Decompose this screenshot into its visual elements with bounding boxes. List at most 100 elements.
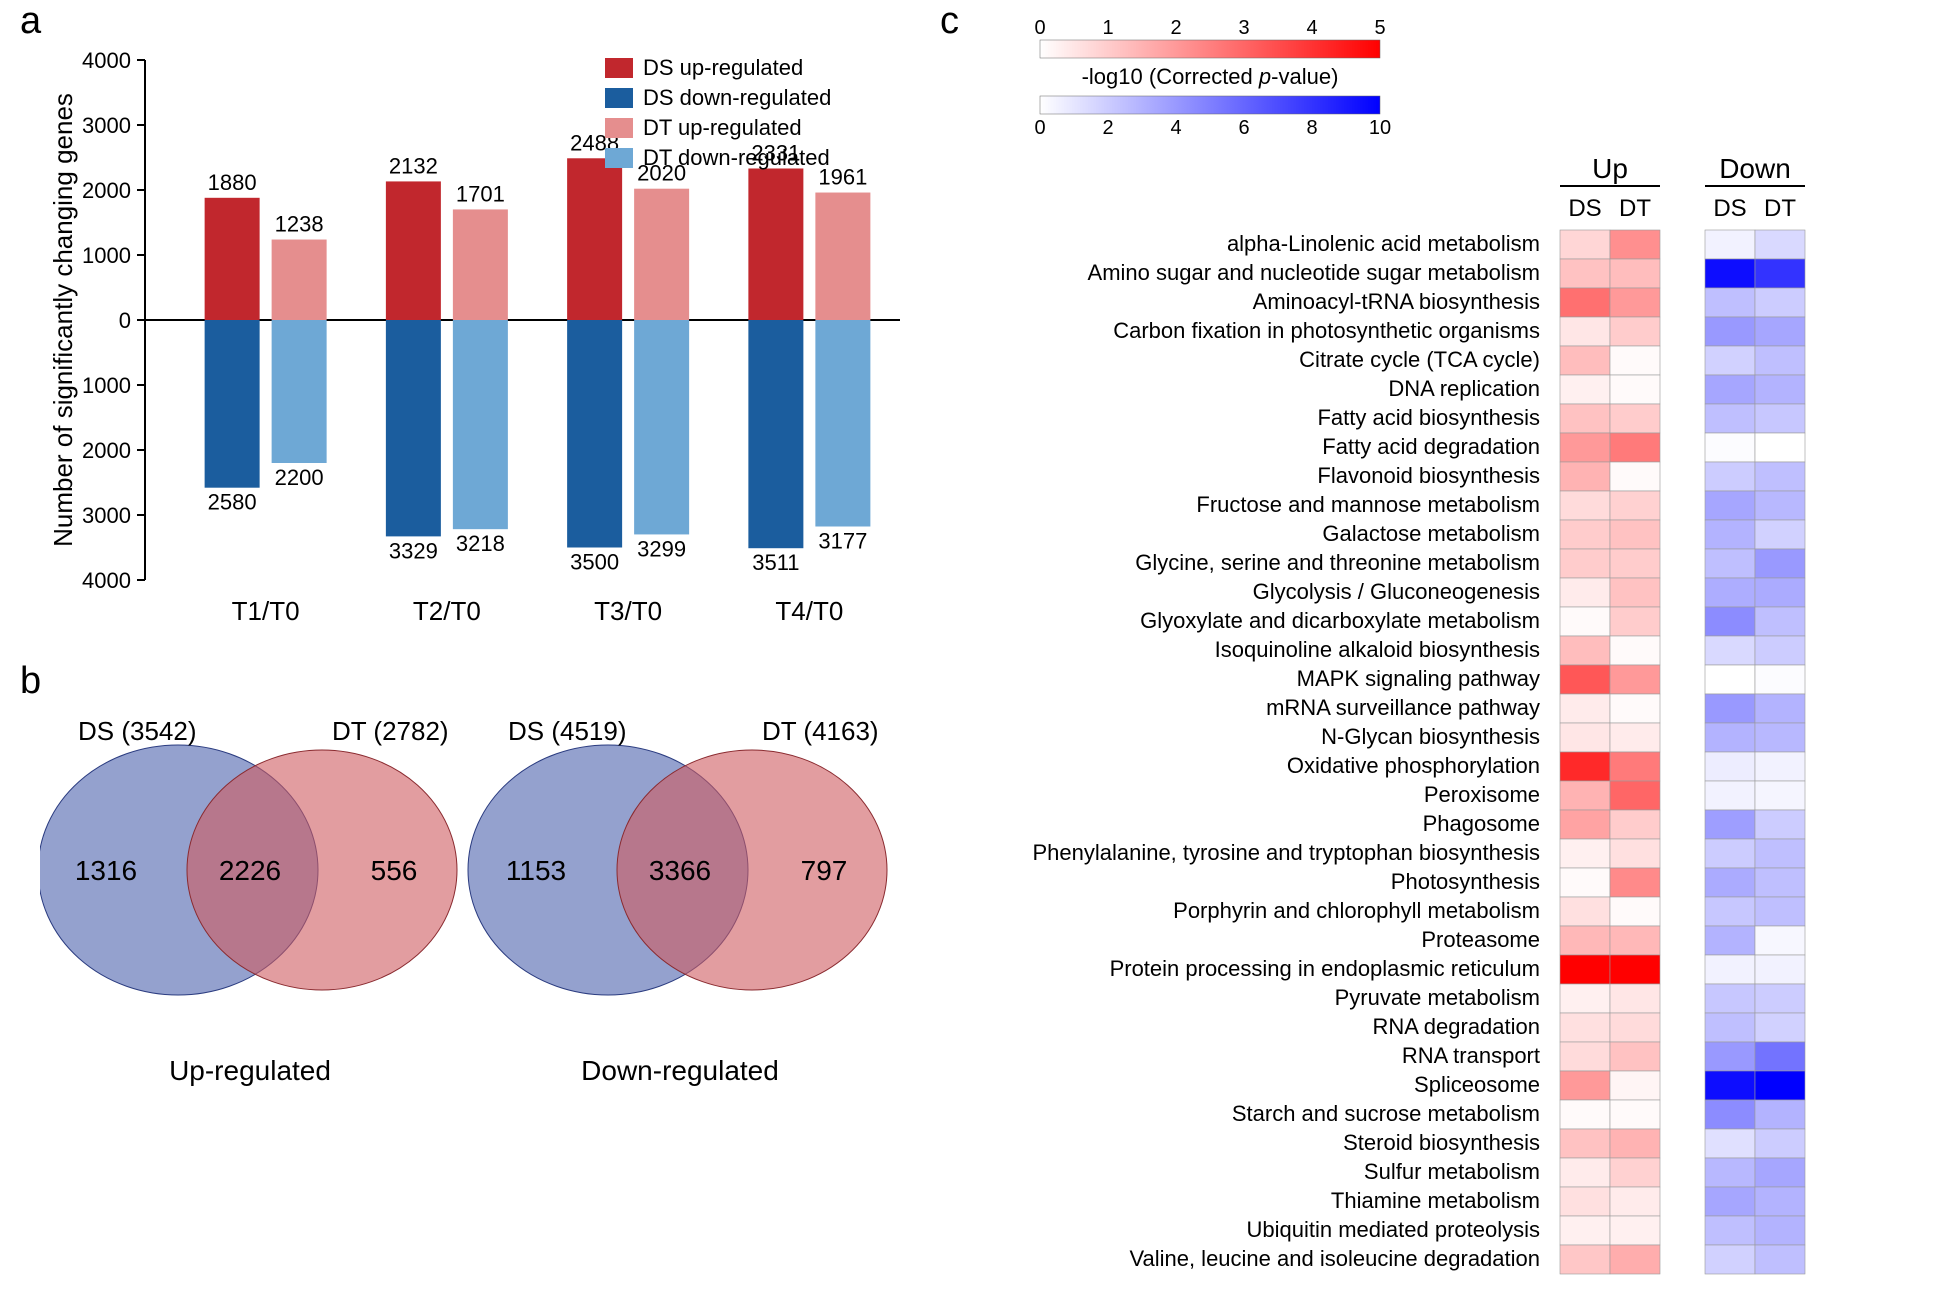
bar-ds-up <box>386 181 441 320</box>
scale-tick: 1 <box>1102 17 1113 39</box>
hm-cell <box>1705 781 1755 810</box>
hm-cell <box>1705 1100 1755 1129</box>
hm-cell <box>1610 462 1660 491</box>
legend-swatch <box>605 118 633 138</box>
hm-cell <box>1560 839 1610 868</box>
hm-row-label: Galactose metabolism <box>1322 521 1540 546</box>
hm-row-label: Oxidative phosphorylation <box>1287 753 1540 778</box>
hm-cell <box>1610 346 1660 375</box>
hm-cell <box>1560 1071 1610 1100</box>
hm-cell <box>1755 404 1805 433</box>
hm-cell <box>1610 1129 1660 1158</box>
hm-row-label: Isoquinoline alkaloid biosynthesis <box>1215 637 1540 662</box>
hm-cell <box>1560 984 1610 1013</box>
hm-row-label: Citrate cycle (TCA cycle) <box>1299 347 1540 372</box>
hm-row-label: alpha-Linolenic acid metabolism <box>1227 231 1540 256</box>
bar-dt-down <box>634 320 689 534</box>
legend-swatch <box>605 88 633 108</box>
y-tick: 0 <box>119 308 131 333</box>
hm-cell <box>1610 1216 1660 1245</box>
hm-cell <box>1705 549 1755 578</box>
bar-value: 3500 <box>570 550 619 575</box>
hm-cell <box>1560 346 1610 375</box>
y-tick: 3000 <box>82 113 131 138</box>
hm-cell <box>1755 810 1805 839</box>
scale-tick: 6 <box>1238 117 1249 139</box>
legend-swatch <box>605 58 633 78</box>
bar-value: 2132 <box>389 153 438 178</box>
hm-cell <box>1705 259 1755 288</box>
hm-row-label: mRNA surveillance pathway <box>1266 695 1540 720</box>
hm-cell <box>1755 346 1805 375</box>
hm-col-dt: DT <box>1619 195 1651 222</box>
hm-col-dt: DT <box>1764 195 1796 222</box>
hm-cell <box>1755 1158 1805 1187</box>
hm-cell <box>1610 955 1660 984</box>
hm-cell <box>1560 288 1610 317</box>
y-axis-title: Number of significantly changing genes <box>48 93 78 547</box>
hm-cell <box>1755 375 1805 404</box>
bar-value: 1238 <box>275 212 324 237</box>
hm-cell <box>1560 404 1610 433</box>
hm-col-ds: DS <box>1713 195 1746 222</box>
hm-row-label: Fatty acid biosynthesis <box>1317 405 1540 430</box>
hm-row-label: DNA replication <box>1388 376 1540 401</box>
hm-cell <box>1705 1013 1755 1042</box>
hm-cell <box>1705 404 1755 433</box>
hm-cell <box>1610 1245 1660 1274</box>
bar-value: 1880 <box>208 170 257 195</box>
hm-cell <box>1610 694 1660 723</box>
hm-cell <box>1610 230 1660 259</box>
hm-cell <box>1560 955 1610 984</box>
hm-row-label: Glycine, serine and threonine metabolism <box>1135 550 1540 575</box>
venn-overlap: 3366 <box>649 855 711 886</box>
scale-tick: 2 <box>1102 117 1113 139</box>
hm-row-label: Sulfur metabolism <box>1364 1159 1540 1184</box>
hm-cell <box>1560 1216 1610 1245</box>
hm-cell <box>1755 433 1805 462</box>
hm-cell <box>1755 1245 1805 1274</box>
hm-cell <box>1560 926 1610 955</box>
hm-cell <box>1610 810 1660 839</box>
hm-cell <box>1755 781 1805 810</box>
hm-cell <box>1705 694 1755 723</box>
hm-cell <box>1705 520 1755 549</box>
hm-cell <box>1560 520 1610 549</box>
hm-cell <box>1705 1245 1755 1274</box>
hm-cell <box>1610 607 1660 636</box>
hm-cell <box>1560 607 1610 636</box>
hm-cell <box>1755 288 1805 317</box>
hm-cell <box>1755 549 1805 578</box>
y-tick: 1000 <box>82 243 131 268</box>
scale-tick: 4 <box>1170 117 1181 139</box>
hm-cell <box>1755 1042 1805 1071</box>
hm-cell <box>1705 462 1755 491</box>
hm-cell <box>1560 868 1610 897</box>
hm-cell <box>1610 752 1660 781</box>
hm-cell <box>1705 1071 1755 1100</box>
hm-row-label: Fructose and mannose metabolism <box>1196 492 1540 517</box>
hm-cell <box>1705 288 1755 317</box>
hm-cell <box>1560 1013 1610 1042</box>
hm-cell <box>1610 375 1660 404</box>
venn-dt-only: 797 <box>801 855 848 886</box>
hm-row-label: Steroid biosynthesis <box>1343 1130 1540 1155</box>
hm-cell <box>1705 1042 1755 1071</box>
hm-cell <box>1755 578 1805 607</box>
hm-cell <box>1755 317 1805 346</box>
hm-row-label: Valine, leucine and isoleucine degradati… <box>1129 1246 1540 1271</box>
hm-cell <box>1610 1013 1660 1042</box>
hm-cell <box>1610 984 1660 1013</box>
hm-cell <box>1755 665 1805 694</box>
hm-cell <box>1610 404 1660 433</box>
hm-cell <box>1705 1216 1755 1245</box>
hm-cell <box>1610 288 1660 317</box>
hm-cell <box>1610 259 1660 288</box>
scale-tick: 8 <box>1306 117 1317 139</box>
hm-cell <box>1560 317 1610 346</box>
hm-group-up: Up <box>1592 153 1628 184</box>
hm-cell <box>1755 1187 1805 1216</box>
hm-cell <box>1705 317 1755 346</box>
scale-tick: 0 <box>1034 17 1045 39</box>
hm-cell <box>1755 636 1805 665</box>
